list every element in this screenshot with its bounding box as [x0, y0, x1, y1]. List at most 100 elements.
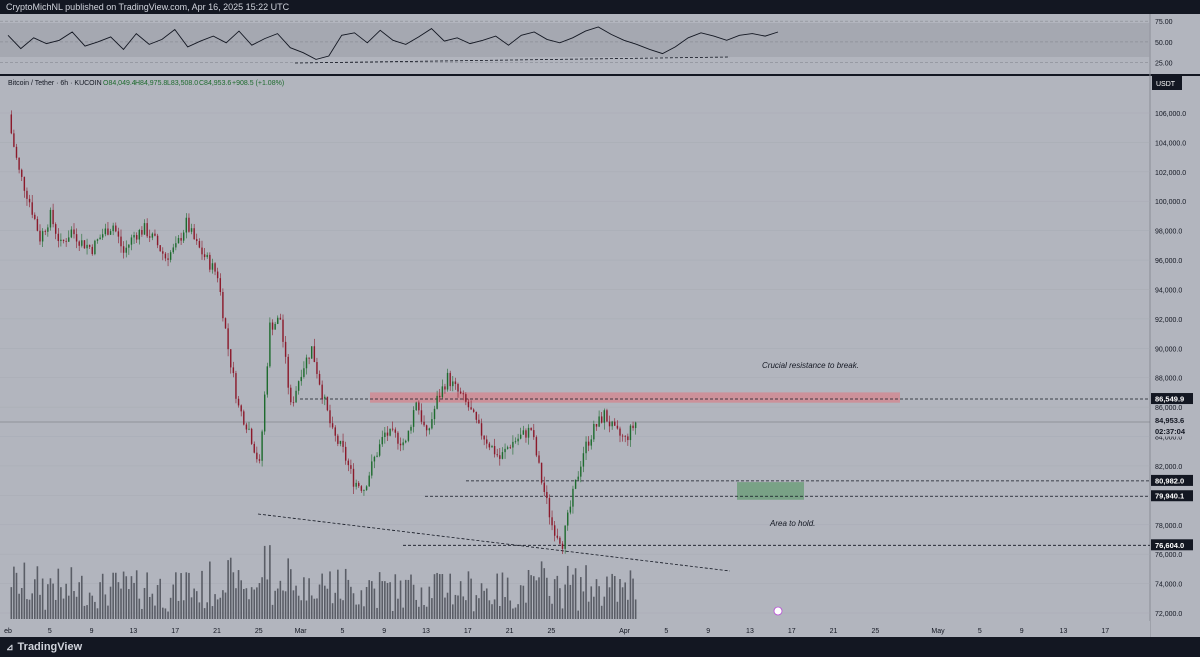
candle-body — [506, 447, 509, 449]
candle-body — [159, 245, 161, 252]
candle-body — [431, 419, 433, 429]
volume-bar — [585, 565, 587, 619]
volume-bar — [175, 572, 177, 619]
footer-bar: ⊿ TradingView — [0, 637, 1200, 657]
candle-body — [57, 233, 60, 242]
candle-body — [355, 482, 357, 487]
date-tick-label: 13 — [422, 628, 430, 635]
volume-bar — [410, 574, 412, 619]
candle-body — [465, 394, 467, 402]
price-tick-label: 84,000.0 — [1155, 435, 1182, 442]
price-tick-label: 100,000.0 — [1155, 199, 1186, 206]
candle-body — [135, 235, 138, 240]
candle-body — [86, 244, 88, 249]
candle-body — [386, 432, 389, 436]
candle-body — [444, 386, 446, 390]
volume-bar — [154, 605, 156, 619]
volume-bar — [57, 568, 60, 619]
volume-bar — [459, 581, 462, 619]
price-grid — [0, 112, 1150, 614]
candle-body — [483, 435, 485, 440]
volume-bar — [91, 595, 94, 619]
volume-bar — [130, 576, 133, 619]
price-axis-labels: 86,549.9 84,953.6 02:37:04 80,982.0 79,940.1… — [1151, 393, 1193, 551]
volume-bar — [399, 580, 402, 619]
date-tick-label: 17 — [464, 628, 472, 635]
volume-bar — [441, 574, 444, 619]
volume-bar — [146, 572, 148, 619]
lightning-icon[interactable] — [773, 606, 783, 616]
instrument-name[interactable]: Bitcoin / Tether · 6h · KUCOIN — [8, 80, 102, 87]
volume-bar — [533, 576, 535, 619]
date-tick-label: 25 — [871, 628, 879, 635]
volume-bar — [287, 558, 289, 619]
volume-bar — [501, 572, 504, 619]
volume-bar — [263, 545, 266, 619]
volume-bar — [572, 574, 574, 619]
candle-body — [514, 441, 517, 443]
tradingview-logo-icon: ⊿ — [6, 641, 14, 652]
candle-body — [574, 479, 577, 489]
volume-bar — [491, 604, 493, 619]
candle-body — [60, 239, 62, 242]
volume-bar — [305, 600, 308, 619]
volume-bar — [167, 611, 169, 619]
candle-body — [269, 322, 271, 367]
candle-body — [402, 442, 404, 446]
volume-bar — [556, 575, 559, 619]
candle-body — [13, 133, 15, 147]
candle-body — [519, 434, 522, 439]
volume-bar — [404, 579, 407, 619]
volume-bar — [577, 610, 579, 619]
price-tick-label: 90,000.0 — [1155, 346, 1182, 353]
candle-body — [28, 198, 31, 203]
candle-body — [70, 229, 73, 238]
volume-bar — [52, 583, 54, 619]
volume-bar — [580, 577, 582, 619]
volume-bar — [70, 567, 73, 619]
candle-body — [561, 543, 564, 549]
price-tick-label: 106,000.0 — [1155, 111, 1186, 118]
volume-bar — [420, 587, 423, 619]
candle-body — [572, 488, 574, 507]
volume-bar — [138, 598, 141, 619]
volume-bar — [274, 590, 276, 619]
candle-body — [18, 157, 20, 170]
volume-bar — [475, 595, 478, 619]
candle-body — [548, 498, 551, 518]
volume-bar — [266, 579, 269, 619]
candle-body — [230, 349, 232, 368]
volume-bar — [425, 606, 428, 619]
candle-body — [279, 317, 282, 320]
currency-box[interactable] — [1152, 76, 1182, 90]
chart-canvas[interactable]: 75.00 50.00 25.00 Bitcoin / Tether · 6h · … — [0, 14, 1200, 637]
candle-body — [389, 428, 391, 436]
ohlc-close: C84,953.6 — [199, 80, 231, 87]
price-label-text: 02:37:04 — [1155, 427, 1186, 436]
volume-bar — [141, 608, 143, 619]
candle-body — [49, 209, 52, 228]
volume-bar — [496, 573, 498, 619]
candle-body — [499, 455, 501, 459]
candle-body — [587, 441, 590, 446]
date-tick-label: 17 — [1101, 628, 1109, 635]
candle-body — [253, 443, 255, 453]
candle-body — [384, 432, 386, 438]
candle-body — [167, 258, 169, 260]
volume-bar — [423, 605, 425, 619]
volume-bar — [290, 569, 292, 619]
volume-bar — [159, 578, 161, 619]
price-tick-label: 78,000.0 — [1155, 523, 1182, 530]
candle-body — [156, 235, 159, 246]
rsi-tick-label: 75.00 — [1155, 19, 1173, 26]
published-header: CryptoMichNL published on TradingView.co… — [0, 0, 1200, 14]
candle-body — [457, 384, 459, 392]
candle-body — [324, 396, 326, 399]
volume-bar — [62, 598, 65, 619]
candle-body — [632, 425, 634, 429]
price-tick-label: 72,000.0 — [1155, 611, 1182, 618]
candle-body — [376, 455, 378, 457]
date-tick-label: 13 — [130, 628, 138, 635]
candle-body — [580, 466, 582, 477]
volume-bar — [297, 595, 300, 619]
